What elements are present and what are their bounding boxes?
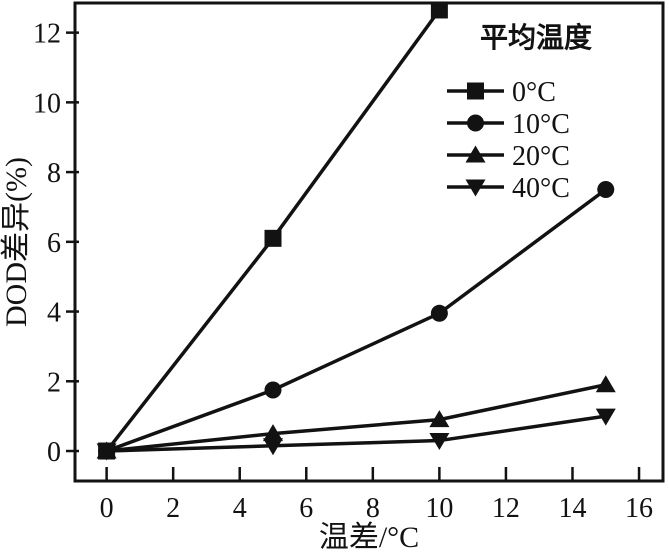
series-marker-40°C — [262, 438, 283, 456]
series-marker-40°C — [595, 408, 616, 426]
legend-marker-20°C — [465, 145, 486, 163]
x-axis-tick-label: 4 — [233, 493, 247, 524]
series-line-20°C — [104, 383, 608, 453]
series-marker-20°C — [429, 410, 450, 428]
y-axis-tick-label: 4 — [47, 298, 61, 329]
legend-title: 平均温度 — [480, 22, 592, 54]
series-marker-0°C — [430, 1, 448, 19]
series-marker-20°C — [595, 375, 616, 393]
x-axis-tick-label: 0 — [100, 493, 114, 524]
series-marker-10°C — [430, 304, 448, 322]
x-axis-tick-label: 10 — [425, 493, 453, 524]
series-marker-10°C — [597, 181, 615, 199]
x-axis-tick-label: 16 — [625, 493, 653, 524]
y-axis-tick-label: 2 — [47, 367, 61, 398]
x-axis-tick-label: 2 — [166, 493, 180, 524]
legend-marker-10°C — [467, 114, 484, 132]
series-marker-40°C — [429, 433, 450, 451]
series-line-40°C — [104, 414, 608, 453]
legend-marker-40°C — [465, 179, 486, 197]
series-marker-0°C — [264, 229, 282, 247]
y-axis-tick-label: 12 — [33, 19, 61, 50]
legend-item-label-10°C: 10°C — [512, 109, 570, 140]
legend-marker-0°C — [467, 82, 484, 100]
y-axis-label: DOD差异(%) — [0, 157, 33, 327]
x-axis-tick-label: 6 — [299, 493, 313, 524]
legend-item-label-20°C: 20°C — [512, 141, 570, 172]
x-axis-tick-label: 8 — [366, 493, 380, 524]
legend-item-label-40°C: 40°C — [512, 173, 570, 204]
plot-border — [73, 1, 665, 483]
y-axis-tick-label: 10 — [33, 88, 61, 119]
series-marker-20°C — [262, 424, 283, 442]
y-axis-tick-label: 0 — [47, 437, 61, 468]
series-line-10°C — [104, 187, 608, 453]
y-axis-tick-label: 6 — [47, 228, 61, 259]
series-marker-40°C — [96, 443, 117, 461]
x-axis-tick-label: 12 — [492, 493, 520, 524]
series-marker-10°C — [264, 381, 282, 399]
x-axis-tick-label: 14 — [558, 493, 586, 524]
legend-item-label-0°C: 0°C — [512, 77, 556, 108]
y-axis-tick-label: 8 — [47, 158, 61, 189]
x-axis-label: 温差/°C — [319, 521, 419, 554]
